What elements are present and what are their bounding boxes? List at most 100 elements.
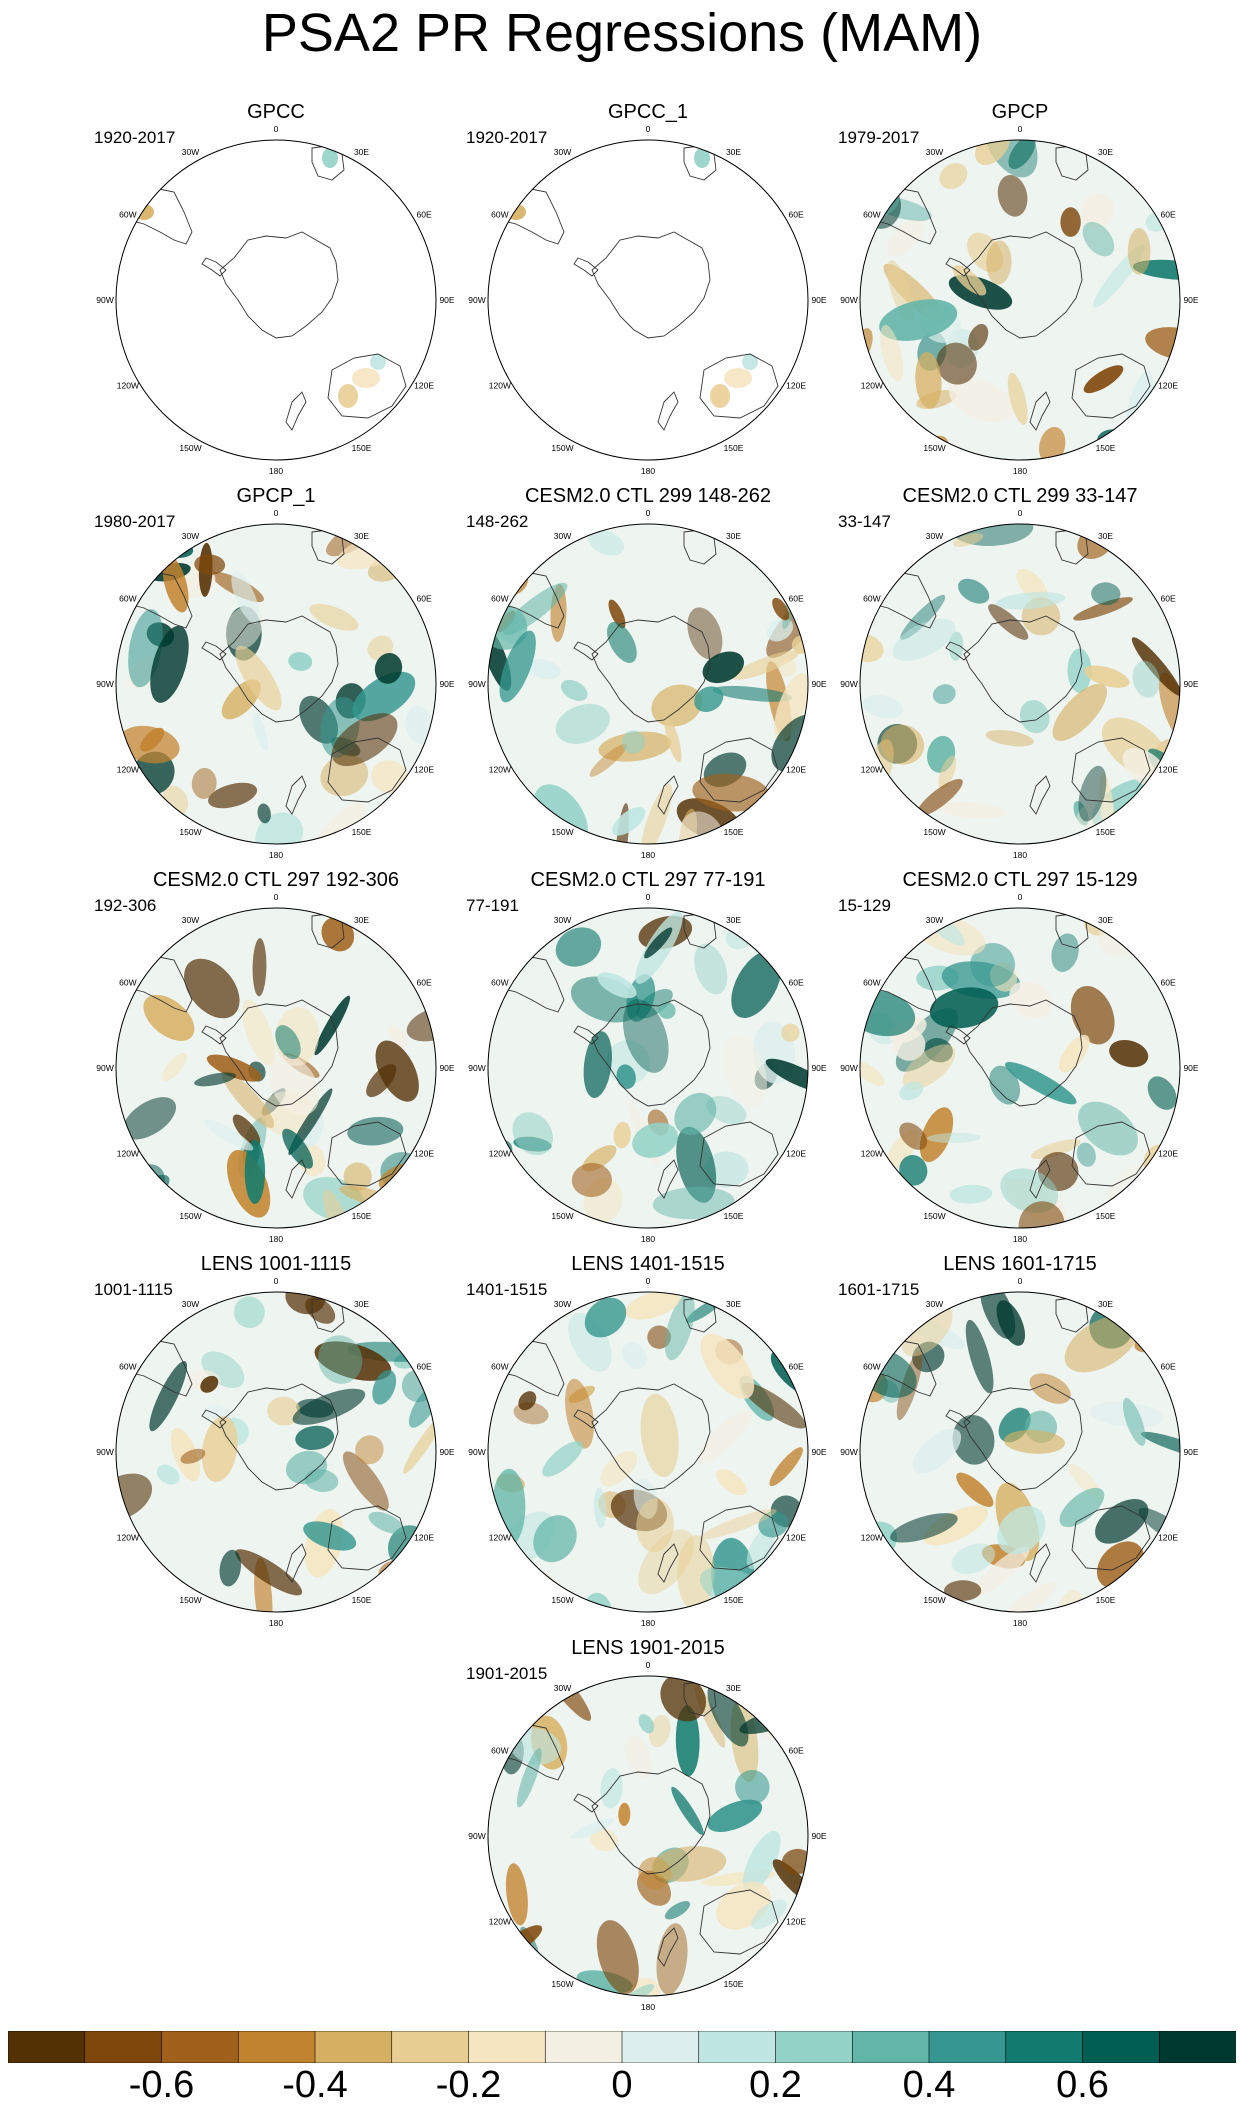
panel-period: 1920-2017 [466,128,548,147]
longitude-label: 30E [726,1683,741,1693]
longitude-label: 90E [439,679,454,689]
coastline-antarctica [591,1383,711,1491]
coastline-peninsula [201,1409,227,1429]
longitude-label: 150W [179,827,201,837]
panel-title: CESM2.0 CTL 299 33-147 [902,485,1138,507]
map-panel: CESM2.0 CTL 297 15-129 15-129 0 30E 60E 90E 12… [834,868,1206,1248]
coastline-antarctica [591,1767,711,1875]
coastline-australia [699,737,779,803]
polar-stereographic-map: 0 30E 60E 90E 120E 150E 180 150W 120W 90W 60W 30W [468,1276,827,1628]
regression-field [116,908,436,1228]
longitude-label: 180 [641,1234,655,1244]
panel-period: 1001-1115 [94,1280,173,1299]
panel-period: 1401-1515 [466,1280,548,1299]
polar-stereographic-map: 0 30E 60E 90E 120E 150E 180 150W 120W 90W 60W 30W [96,1276,455,1628]
colorbar-tick-label: -0.6 [128,2064,195,2106]
colorbar-swatch [1005,2031,1084,2063]
colorbar-tick-label: -0.2 [435,2064,502,2106]
longitude-label: 90W [468,1447,485,1457]
longitude-label: 0 [1018,892,1023,902]
longitude-label: 120W [489,1917,511,1927]
regression-field [860,140,1180,460]
longitude-label: 0 [274,124,279,134]
longitude-label: 60E [789,1746,804,1756]
panel-title: LENS 1401-1515 [571,1253,725,1275]
regression-field [116,1292,436,1612]
map-panel: LENS 1901-2015 1901-2015 0 30E 60E 90E 120E 150… [462,1636,834,2016]
longitude-label: 60W [491,1362,508,1372]
longitude-label: 30E [354,1299,369,1309]
coastline-antarctica [963,999,1083,1107]
longitude-label: 150W [179,443,201,453]
longitude-label: 180 [1013,466,1027,476]
panel-period: 192-306 [94,896,157,915]
polar-stereographic-map: 0 30E 60E 90E 120E 150E 180 150W 120W 90W 60W 30W [468,1660,827,2012]
coastline-nz [1029,1159,1051,1199]
coastline-antarctica [591,615,711,723]
longitude-label: 120E [1158,1533,1178,1543]
longitude-label: 90W [840,1447,857,1457]
longitude-label: 30E [726,147,741,157]
panel-period: 15-129 [838,896,891,915]
longitude-label: 150W [551,1595,573,1605]
panel-title: CESM2.0 CTL 297 77-191 [530,869,766,891]
longitude-label: 30E [726,915,741,925]
panel-period: 1980-2017 [94,512,176,531]
longitude-label: 0 [646,508,651,518]
panel-period: 1979-2017 [838,128,920,147]
longitude-label: 180 [1013,1618,1027,1628]
panel-title: GPCP [991,101,1049,123]
coastline-australia [327,737,407,803]
coastline-australia [699,353,779,419]
longitude-label: 60E [789,1362,804,1372]
longitude-label: 90W [468,1063,485,1073]
coastline-nz [1029,775,1051,815]
longitude-label: 150W [551,827,573,837]
longitude-label: 120E [1158,765,1178,775]
coastline-peninsula [573,1025,599,1045]
coastline-australia [699,1121,779,1187]
longitude-label: 60W [863,594,880,604]
longitude-label: 120E [1158,381,1178,391]
coastline-antarctica [963,231,1083,339]
coastline-australia [699,1889,779,1955]
longitude-label: 150E [352,1595,372,1605]
longitude-label: 90W [96,295,113,305]
longitude-label: 180 [1013,1234,1027,1244]
longitude-label: 90E [439,295,454,305]
longitude-label: 90E [811,1447,826,1457]
coastline-australia [327,1121,407,1187]
colorbar-swatch [698,2031,777,2063]
longitude-label: 30W [926,531,943,541]
longitude-label: 30W [554,1683,571,1693]
colorbar-swatch [1082,2031,1161,2063]
coastline-peninsula [573,1793,599,1813]
longitude-label: 120W [861,381,883,391]
map-panel: CESM2.0 CTL 299 33-147 33-147 0 30E 60E 90E 12… [834,484,1206,864]
longitude-label: 60E [789,978,804,988]
longitude-label: 90W [96,679,113,689]
longitude-label: 60E [1161,210,1176,220]
longitude-label: 90W [468,679,485,689]
coastline-peninsula [201,1025,227,1045]
map-panel: GPCP 1979-2017 0 30E 60E 90E 120E 150E 180 150W 12… [834,100,1206,480]
longitude-label: 120W [489,1533,511,1543]
panel-period: 1601-1715 [838,1280,920,1299]
panel-title: GPCC [247,101,305,123]
map-panel: LENS 1601-1715 1601-1715 0 30E 60E 90E 120E 150… [834,1252,1206,1632]
longitude-label: 150E [724,443,744,453]
colorbar [8,2031,1236,2063]
polar-stereographic-map: 0 30E 60E 90E 120E 150E 180 150W 120W 90W 60W 30W [468,892,827,1244]
panel-title: GPCP_1 [236,485,316,507]
polar-stereographic-map: 0 30E 60E 90E 120E 150E 180 150W 120W 90W 60W 30W [840,124,1199,476]
colorbar-swatch [851,2031,930,2063]
longitude-label: 0 [646,124,651,134]
longitude-label: 120E [414,381,434,391]
colorbar-swatch [1158,2031,1236,2063]
coastline-nz [1029,1543,1051,1583]
coastline-peninsula [573,257,599,277]
coastline-antarctica [219,999,339,1107]
longitude-label: 90W [840,1063,857,1073]
longitude-label: 90W [96,1447,113,1457]
longitude-label: 60E [417,978,432,988]
